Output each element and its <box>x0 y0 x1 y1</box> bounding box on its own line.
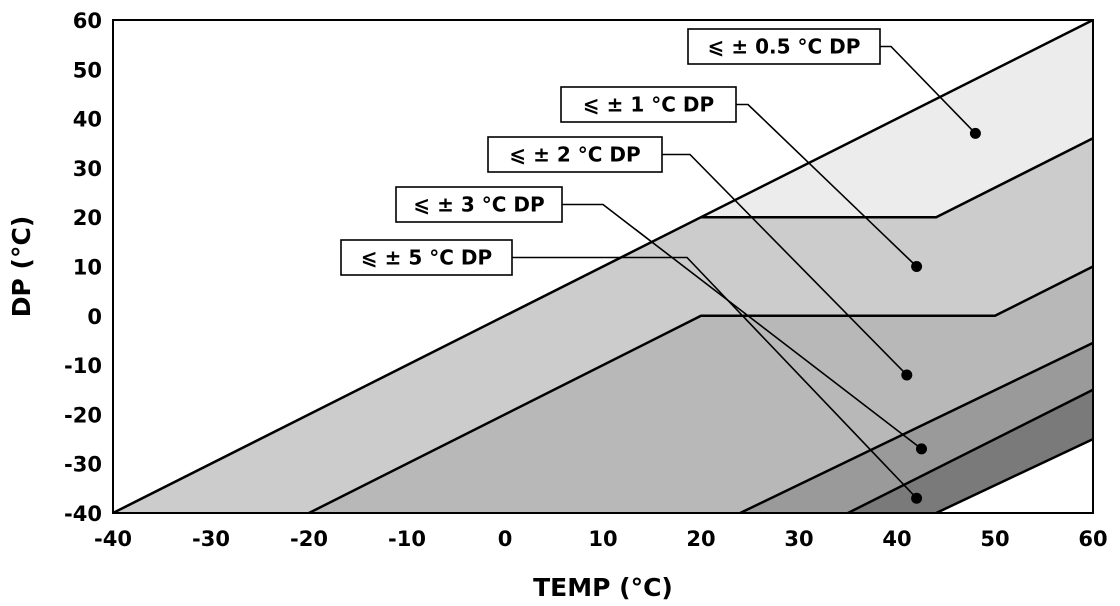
callout-leader <box>880 45 976 134</box>
callout-leader <box>512 256 918 499</box>
y-tick-label: 20 <box>73 206 102 230</box>
y-tick-label: 10 <box>73 256 102 280</box>
x-tick-label: 30 <box>784 527 813 551</box>
callout-box <box>487 136 663 173</box>
callout-label: ⩽ ± 3 °C DP <box>413 193 544 217</box>
y-tick-label: 0 <box>87 305 102 329</box>
callout-box <box>687 28 881 65</box>
callout-label: ⩽ ± 0.5 °C DP <box>708 35 861 59</box>
callout: ⩽ ± 0.5 °C DP <box>687 28 981 139</box>
region-2 <box>309 266 1093 513</box>
x-tick-label: -10 <box>388 527 426 551</box>
callout-marker <box>911 492 923 504</box>
y-tick-label: 50 <box>73 58 102 82</box>
callout-marker <box>969 127 981 139</box>
plot-frame <box>112 19 1094 514</box>
x-tick-label: -30 <box>192 527 230 551</box>
callout-leader <box>562 203 922 450</box>
y-tick-label: -40 <box>64 502 102 526</box>
y-tick-label: 40 <box>73 108 102 132</box>
x-tick-label: -20 <box>290 527 328 551</box>
y-axis-label: DP (°C) <box>7 216 36 317</box>
y-tick-label: 30 <box>73 157 102 181</box>
callout: ⩽ ± 2 °C DP <box>487 136 913 381</box>
y-tick-label: 60 <box>73 9 102 33</box>
callout-leader <box>736 103 918 268</box>
callout-box <box>395 186 563 223</box>
callout: ⩽ ± 5 °C DP <box>340 239 923 504</box>
y-tick-label: -30 <box>64 453 102 477</box>
callout-label: ⩽ ± 1 °C DP <box>583 93 714 117</box>
x-tick-label: -40 <box>94 527 132 551</box>
x-tick-label: 20 <box>686 527 715 551</box>
callout-label: ⩽ ± 2 °C DP <box>509 143 640 167</box>
boundary-saturation <box>112 18 1094 515</box>
callout: ⩽ ± 1 °C DP <box>560 86 923 272</box>
callout-leader <box>662 153 908 376</box>
callout-marker <box>916 443 927 455</box>
x-tick-label: 40 <box>882 527 911 551</box>
boundary-2-3 <box>739 341 1094 515</box>
callout: ⩽ ± 3 °C DP <box>395 186 927 455</box>
x-tick-label: 50 <box>980 527 1009 551</box>
callout-marker <box>911 261 923 272</box>
x-axis-label: TEMP (°C) <box>533 573 673 602</box>
boundary-3-5 <box>847 388 1094 515</box>
x-tick-label: 0 <box>498 527 513 551</box>
boundary-5-limit <box>935 437 1094 515</box>
y-tick-label: -10 <box>64 354 102 378</box>
callout-box <box>560 86 737 123</box>
y-tick-label: -20 <box>64 403 102 427</box>
callout-label: ⩽ ± 5 °C DP <box>361 246 492 270</box>
x-tick-label: 60 <box>1078 527 1107 551</box>
callouts: ⩽ ± 0.5 °C DP ⩽ ± 1 °C DP ⩽ ± 2 °C DP ⩽ ± 3… <box>340 28 981 504</box>
x-tick-label: 10 <box>588 527 617 551</box>
callout-box <box>340 239 513 276</box>
region-1 <box>113 138 1093 514</box>
axis-ticks: -40 -30 -20 -10 0 10 20 30 40 50 60 -40 -30 -20 -10 0 10… <box>64 9 1108 551</box>
boundary-0.5-1 <box>701 137 1094 219</box>
callout-marker <box>901 369 913 381</box>
